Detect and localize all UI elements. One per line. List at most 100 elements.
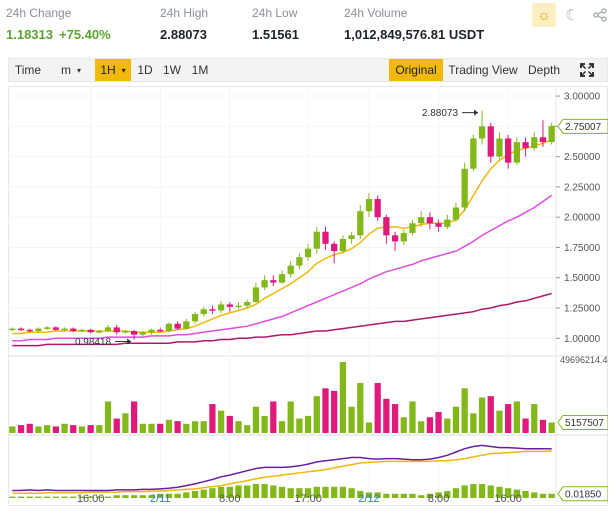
- price-chart[interactable]: 3.000002.750002.500002.250002.000001.750…: [8, 86, 608, 506]
- volume-bar: [313, 396, 320, 433]
- candle-body: [113, 327, 120, 333]
- volume-stat: 24h Volume 1,012,849,576.81 USDT: [344, 6, 484, 42]
- minute-interval-dropdown[interactable]: m: [49, 59, 93, 81]
- volume-bar: [200, 421, 207, 433]
- candle-body: [400, 232, 407, 242]
- candle-body: [217, 304, 225, 311]
- price-tick-label: 1.75000: [564, 243, 601, 254]
- indicator-hist-bar: [235, 485, 242, 498]
- indicator-signal-line: [12, 450, 552, 495]
- share-icon[interactable]: [588, 3, 612, 27]
- candle-body: [496, 138, 503, 157]
- indicator-hist-bar: [435, 492, 442, 498]
- volume-bar: [9, 426, 16, 433]
- indicator-hist-bar: [191, 491, 199, 498]
- indicator-hist-bar: [52, 496, 59, 498]
- change-value: 1.18313 +75.40%: [6, 27, 111, 42]
- volume-bar: [217, 410, 225, 433]
- volume-bar: [61, 423, 68, 433]
- indicator-hist-bar: [139, 495, 146, 498]
- volume-bar: [426, 417, 434, 433]
- trading-view-tab[interactable]: Trading View: [448, 63, 518, 77]
- candle-body: [522, 142, 529, 149]
- candle-body: [478, 126, 486, 139]
- candle-body: [296, 257, 303, 266]
- volume-bar: [174, 421, 181, 433]
- candle-body: [452, 207, 460, 220]
- volume-bar: [531, 404, 538, 433]
- indicator-hist-bar: [365, 492, 373, 498]
- volume-bar: [52, 426, 59, 433]
- candle-body: [548, 126, 555, 143]
- volume-bar: [522, 418, 529, 433]
- indicator-hist-bar: [487, 485, 494, 498]
- last-price-label: 2.75007: [565, 122, 602, 133]
- depth-view-tab[interactable]: Depth: [527, 63, 561, 77]
- fullscreen-glyph: [580, 63, 594, 77]
- week-interval-button[interactable]: 1W: [163, 63, 181, 77]
- volume-bar: [548, 422, 555, 433]
- price-tick-label: 2.25000: [564, 182, 601, 193]
- x-tick-label: 8:00: [219, 493, 240, 505]
- moon-icon[interactable]: ☾: [565, 7, 579, 24]
- volume-bar: [357, 383, 364, 433]
- candle-body: [383, 217, 390, 236]
- volume-last-tag: [557, 414, 608, 430]
- candle-body: [61, 328, 68, 331]
- volume-bar: [209, 404, 216, 433]
- volume-bar: [435, 411, 442, 433]
- price-tick-label: 2.00000: [564, 213, 601, 224]
- volume-bar: [78, 426, 86, 433]
- candle-body: [487, 126, 494, 157]
- indicator-hist-bar: [548, 493, 555, 498]
- indicator-hist-bar: [26, 496, 33, 498]
- indicator-hist-bar: [200, 489, 207, 498]
- theme-share-controls: ☼ ☾: [532, 3, 612, 27]
- candle-body: [174, 323, 181, 329]
- indicator-hist-bar: [148, 495, 155, 498]
- volume-bar: [270, 401, 277, 433]
- fullscreen-icon[interactable]: [575, 59, 599, 81]
- indicator-hist-bar: [104, 496, 112, 498]
- indicator-hist-bar: [374, 492, 381, 498]
- volume-bar: [539, 419, 547, 433]
- candle-body: [209, 309, 216, 311]
- sun-icon[interactable]: ☼: [532, 3, 556, 27]
- indicator-hist-bar: [331, 486, 338, 498]
- high-label: 24h High: [160, 6, 209, 20]
- candle-body: [391, 235, 399, 242]
- x-tick-label: 2/12: [358, 493, 379, 505]
- volume-bar: [122, 413, 129, 433]
- volume-bar: [487, 396, 494, 433]
- candle-body: [26, 329, 33, 332]
- indicator-last-label: 0.01850: [565, 489, 602, 500]
- indicator-hist-bar: [78, 496, 86, 498]
- time-button[interactable]: Time: [14, 63, 42, 77]
- high-stat: 24h High 2.88073: [160, 6, 208, 42]
- indicator-hist-bar: [122, 495, 129, 498]
- volume-bar: [374, 383, 381, 433]
- candle-body: [435, 223, 442, 227]
- volume-bar: [365, 422, 373, 433]
- max-marker-arrow: [474, 109, 479, 116]
- volume-bar: [104, 401, 112, 433]
- indicator-hist-bar: [96, 496, 103, 498]
- hour-interval-dropdown[interactable]: 1H: [95, 59, 131, 81]
- ma-fast-line: [12, 139, 552, 335]
- candle-body: [426, 217, 434, 224]
- day-interval-button[interactable]: 1D: [137, 63, 153, 77]
- candle-body: [470, 138, 477, 169]
- volume-bar: [452, 406, 460, 433]
- month-interval-button[interactable]: 1M: [191, 63, 209, 77]
- indicator-hist-bar: [244, 485, 251, 498]
- candle-body: [35, 328, 42, 332]
- volume-bar: [409, 401, 416, 433]
- candle-body: [252, 287, 260, 302]
- volume-bar: [470, 413, 477, 433]
- candle-body: [191, 314, 199, 322]
- candle-body: [331, 243, 338, 252]
- indicator-hist-bar: [313, 486, 320, 498]
- original-view-tab[interactable]: Original: [389, 59, 443, 81]
- candle-body: [261, 280, 268, 288]
- volume-bar: [287, 401, 294, 433]
